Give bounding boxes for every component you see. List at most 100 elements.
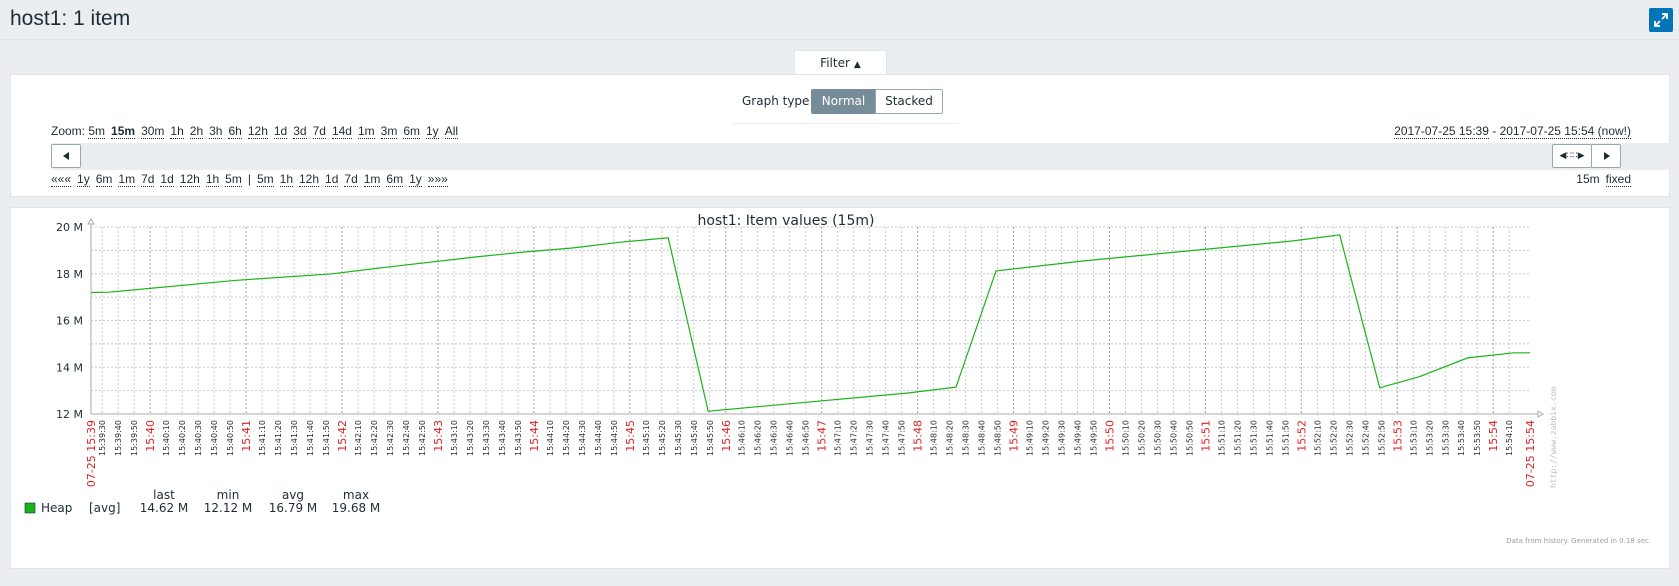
range-to-link[interactable]: 2017-07-25 15:54 (now!)	[1499, 124, 1631, 139]
graph-type-stacked-button[interactable]: Stacked	[875, 89, 943, 114]
watermark: http://www.zabbix.com	[1549, 387, 1558, 488]
x-tick-label: 15:51:10	[1217, 420, 1226, 456]
x-tick-label: 15:46	[720, 420, 733, 452]
period-value: 15m	[1576, 172, 1600, 186]
zoom-option-10[interactable]: 7d	[312, 124, 326, 139]
x-tick-label: 15:41:40	[306, 420, 315, 456]
zoom-option-3[interactable]: 1h	[170, 124, 184, 139]
x-tick-label: 15:44:20	[562, 420, 571, 456]
x-tick-label: 15:46:10	[738, 420, 747, 456]
nav-forward-link-5[interactable]: 1m	[363, 172, 381, 187]
zoom-option-13[interactable]: 3m	[380, 124, 398, 139]
legend-value-max: 19.68 M	[332, 501, 381, 515]
filter-panel: Graph type Normal Stacked Zoom: 5m 15m 30m…	[10, 74, 1671, 197]
x-tick-label: 15:45:30	[674, 420, 683, 456]
x-axis-arrow-icon	[1537, 410, 1544, 418]
legend-header-min: min	[217, 488, 240, 502]
x-tick-label: 15:44:30	[578, 420, 587, 456]
x-tick-label: 15:51	[1199, 420, 1212, 452]
navigation-links: ««« 1y 6m 1m 7d 1d 12h 1h 5m | 5m 1h 12h 1d 7d 1m 6m 1y »»…	[51, 172, 454, 187]
caret-up-icon: ▲	[853, 60, 861, 70]
zoom-option-16[interactable]: All	[444, 124, 459, 139]
x-tick-label: 15:45:20	[658, 420, 667, 456]
zoom-option-12[interactable]: 1m	[357, 124, 375, 139]
nav-back-link-6[interactable]: 12h	[179, 172, 200, 187]
x-tick-label: 15:47:20	[850, 420, 859, 456]
x-tick-label: 15:52:50	[1377, 420, 1386, 456]
x-tick-label: 15:47:50	[898, 420, 907, 456]
x-tick-label: 15:50:30	[1153, 420, 1162, 456]
zoom-option-5[interactable]: 3h	[209, 124, 223, 139]
y-tick-label: 16 M	[56, 315, 83, 328]
x-tick-label: 15:50:20	[1137, 420, 1146, 456]
nav-forward-link-0[interactable]: 5m	[256, 172, 274, 187]
x-tick-label: 15:42:40	[402, 420, 411, 456]
nav-back-link-3[interactable]: 1m	[118, 172, 136, 187]
zoom-option-2[interactable]: 30m	[141, 124, 165, 139]
x-tick-label: 15:48:20	[946, 420, 955, 456]
nav-forward-link-7[interactable]: 1y	[409, 172, 422, 187]
y-tick-label: 12 M	[56, 408, 83, 421]
x-tick-label: 15:52:20	[1329, 420, 1338, 456]
zoom-option-4[interactable]: 2h	[189, 124, 204, 139]
time-range: 2017-07-25 15:39 - 2017-07-25 15:54 (now…	[1394, 124, 1631, 139]
timeline-scrollbar[interactable]	[51, 143, 1671, 170]
nav-forward-link-3[interactable]: 1d	[325, 172, 339, 187]
x-tick-label: 15:47	[816, 420, 829, 452]
zoom-option-7[interactable]: 12h	[247, 124, 268, 139]
nav-forward-link-1[interactable]: 1h	[279, 172, 293, 187]
nav-back-link-4[interactable]: 7d	[141, 172, 155, 187]
nav-back-link-5[interactable]: 1d	[160, 172, 174, 187]
x-tick-label: 15:46:20	[754, 420, 763, 456]
item-values-graph[interactable]: host1: Item values (15m) 20 M 18 M 16 M 14 M…	[11, 208, 1669, 568]
zoom-option-6[interactable]: 6h	[228, 124, 242, 139]
zoom-option-15[interactable]: 1y	[426, 124, 439, 139]
nav-forward-link-2[interactable]: 12h	[299, 172, 320, 187]
filter-tab-label: Filter	[820, 56, 850, 70]
x-tick-label: 15:39:30	[98, 420, 107, 456]
zoom-option-8[interactable]: 1d	[273, 124, 288, 139]
zoom-label: Zoom:	[51, 124, 86, 138]
graph-type-normal-button[interactable]: Normal	[811, 89, 876, 114]
y-tick-label: 20 M	[56, 221, 83, 234]
nav-back-link-2[interactable]: 6m	[95, 172, 113, 187]
x-tick-label: 15:43	[432, 420, 445, 452]
legend-color-swatch	[24, 502, 36, 514]
fullscreen-button[interactable]	[1649, 8, 1673, 32]
x-tick-label: 15:43:50	[514, 420, 523, 456]
x-tick-label: 15:41:20	[274, 420, 283, 456]
y-tick-label: 18 M	[56, 268, 83, 281]
range-separator: -	[1488, 124, 1500, 138]
filter-tab[interactable]: Filter ▲	[794, 50, 887, 75]
nav-back-link-8[interactable]: 5m	[225, 172, 242, 187]
scroll-right-button[interactable]	[1591, 144, 1621, 168]
zoom-option-9[interactable]: 3d	[293, 124, 307, 139]
x-tick-label: 15:45:40	[690, 420, 699, 456]
scroll-left-button[interactable]	[51, 144, 81, 168]
timeline-handle[interactable]: ◀∷∷▶	[1552, 144, 1592, 168]
page-header: host1: 1 item	[0, 0, 1679, 40]
nav-back-link-0[interactable]: «««	[51, 172, 72, 187]
period-controls: 15m fixed	[1576, 172, 1631, 187]
nav-back-link-7[interactable]: 1h	[205, 172, 220, 187]
nav-back-link-1[interactable]: 1y	[77, 172, 90, 187]
period-mode-link[interactable]: fixed	[1605, 172, 1631, 187]
zoom-option-1[interactable]: 15m	[111, 124, 136, 139]
graph-type-label: Graph type	[742, 94, 810, 108]
x-tick-label: 15:54:10	[1505, 420, 1514, 456]
x-tick-label: 15:50:40	[1169, 420, 1178, 456]
zoom-option-14[interactable]: 6m	[403, 124, 420, 139]
page-title: host1: 1 item	[10, 7, 131, 30]
zoom-bar: Zoom: 5m 15m 30m 1h 2h 3h 6h 12h 1d 3d 7d 14d 1m 3m 6m…	[51, 124, 464, 139]
x-tick-label: 15:53:20	[1425, 420, 1434, 456]
nav-forward-link-6[interactable]: 6m	[386, 172, 404, 187]
nav-forward-link-4[interactable]: 7d	[344, 172, 358, 187]
zoom-option-11[interactable]: 14d	[331, 124, 352, 139]
x-tick-label: 15:42:50	[418, 420, 427, 456]
x-tick-label: 15:49	[1008, 420, 1021, 452]
zoom-option-0[interactable]: 5m	[88, 124, 106, 139]
arrow-right-icon	[1604, 152, 1610, 160]
range-from-link[interactable]: 2017-07-25 15:39	[1394, 124, 1489, 139]
nav-forward-link-8[interactable]: »»»	[427, 172, 448, 187]
x-tick-label: 15:48:40	[978, 420, 987, 456]
